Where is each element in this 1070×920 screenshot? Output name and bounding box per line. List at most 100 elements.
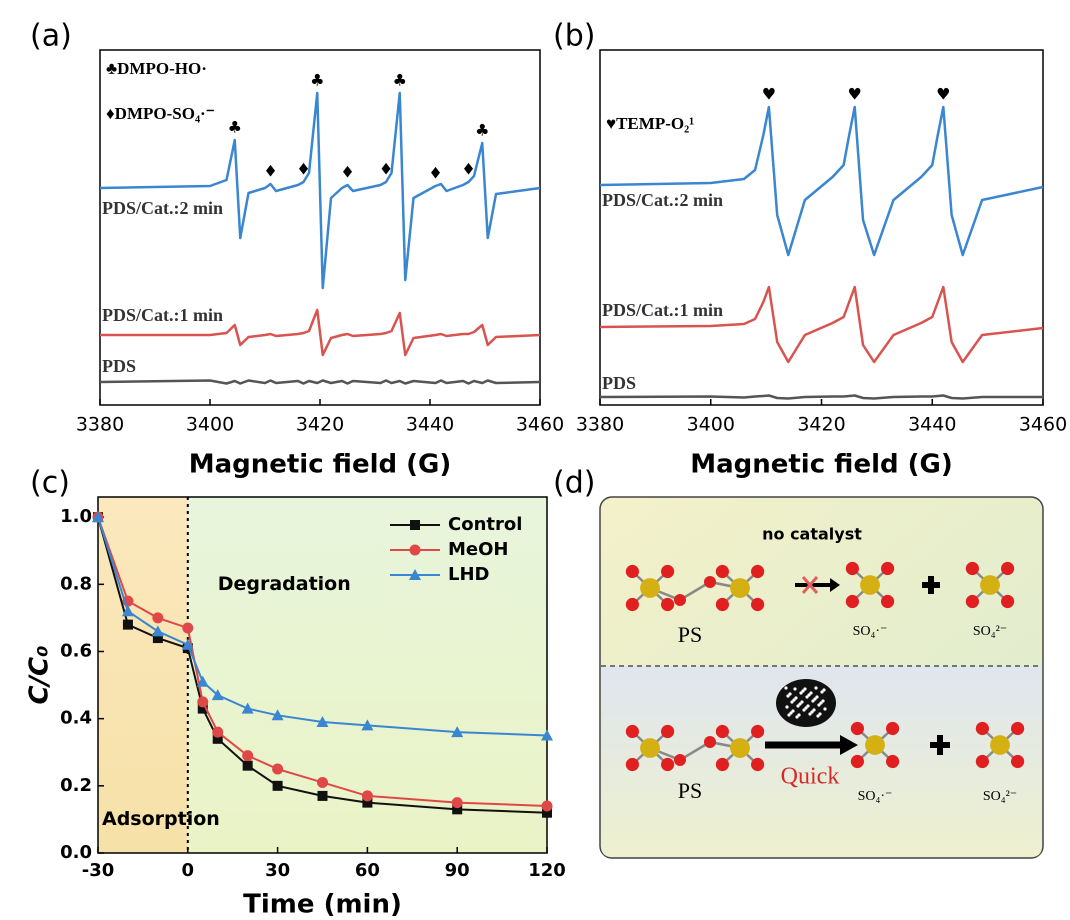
oxygen	[751, 757, 765, 772]
oxygen	[715, 564, 730, 579]
catalyst-dot	[823, 707, 827, 711]
legend-label: MeOH	[448, 539, 509, 560]
catalyst-dot	[818, 712, 822, 716]
x-tick-label: 90	[445, 860, 470, 881]
marker	[197, 696, 209, 708]
catalyst-dot	[786, 694, 790, 698]
catalyst-dot	[807, 693, 811, 697]
series-label: PDS/Cat.:2 min	[102, 198, 223, 218]
peak-marker: ♣	[475, 121, 489, 140]
series-label: PDS	[102, 356, 136, 376]
oxygen	[625, 724, 640, 739]
catalyst-dot	[817, 703, 821, 707]
catalyst-dot	[792, 698, 796, 702]
oxygen	[886, 754, 900, 769]
catalyst-dot	[822, 688, 826, 692]
oxygen	[850, 721, 865, 736]
marker	[212, 733, 223, 744]
caption: Quick	[781, 764, 840, 790]
x-tick-label: -30	[82, 860, 115, 881]
marker	[361, 719, 374, 731]
catalyst-dot	[800, 700, 804, 704]
oxygen	[751, 597, 765, 612]
x-axis-label: Magnetic field (G)	[189, 450, 452, 480]
catalyst-dot	[793, 687, 797, 691]
oxygen	[661, 597, 675, 612]
adsorption-region	[98, 497, 188, 853]
catalyst-dot	[802, 708, 806, 712]
annotation: Adsorption	[102, 808, 220, 830]
peak-marker: ♦	[263, 162, 277, 181]
x-tick-label: 3460	[1019, 414, 1067, 436]
x-tick-label: 120	[528, 860, 566, 881]
catalyst-dot	[801, 689, 805, 693]
marker	[181, 638, 194, 650]
catalyst-dot	[794, 696, 798, 700]
catalyst-dot	[811, 699, 815, 703]
product: SO₄·⁻	[853, 624, 888, 639]
y-tick-label: 0.2	[60, 775, 92, 796]
peak-marker: ♣	[228, 118, 242, 137]
oxygen	[1011, 754, 1025, 769]
marker	[121, 605, 134, 617]
oxygen	[715, 757, 730, 772]
catalyst-dot	[810, 710, 814, 714]
catalyst-dot	[819, 701, 823, 705]
catalyst-dot	[798, 702, 802, 706]
peak-marker: ♣	[393, 71, 407, 90]
marker	[451, 726, 464, 738]
marker	[242, 750, 254, 762]
catalyst-dot	[796, 704, 800, 708]
catalyst-dot	[788, 692, 792, 696]
panel-d: (d) no catalyst PS SO₄·⁻ SO₄²⁻ PS Quick …	[553, 466, 1044, 859]
peak-marker: ♦	[428, 164, 442, 183]
x-tick-label: 3420	[797, 414, 845, 436]
catalyst-dot	[808, 712, 812, 716]
marker	[541, 729, 553, 741]
x-tick-label: 3380	[576, 414, 624, 436]
product: SO₄²⁻	[973, 624, 1007, 639]
arrow-head	[830, 578, 840, 592]
catalyst-dot	[806, 704, 810, 708]
marker	[151, 625, 164, 637]
oxygen	[625, 757, 640, 772]
oxygen	[625, 564, 640, 579]
plus	[930, 735, 950, 755]
marker	[196, 675, 209, 687]
catalyst-dot	[791, 709, 795, 713]
sulfur	[860, 575, 880, 595]
plus	[922, 576, 940, 594]
y-tick-label: 0.8	[60, 573, 92, 594]
axes-frame	[599, 49, 1044, 406]
oxygen	[1001, 594, 1015, 609]
y-tick-label: 1.0	[60, 506, 92, 527]
peak-marker: ♥	[848, 85, 862, 104]
x-tick-label: 3380	[76, 414, 124, 436]
sulfur	[990, 735, 1010, 755]
series-label: PDS/Cat.:1 min	[602, 300, 723, 320]
oxygen	[965, 594, 980, 609]
oxygen	[751, 564, 765, 579]
caption: no catalyst	[762, 525, 862, 544]
catalyst-dot	[799, 691, 803, 695]
oxygen	[1011, 721, 1025, 736]
spectrum	[99, 379, 541, 385]
oxygen	[674, 754, 686, 766]
marker	[317, 790, 328, 801]
marker	[197, 703, 208, 714]
oxygen	[1001, 561, 1015, 576]
bond	[649, 740, 741, 762]
legend-marker	[409, 569, 421, 580]
bond	[649, 580, 741, 602]
spectrum	[99, 91, 541, 290]
catalyst-dot	[814, 686, 818, 690]
panel-label: (c)	[30, 466, 70, 501]
marker	[152, 633, 163, 644]
marker	[182, 622, 194, 634]
marker	[152, 612, 164, 624]
catalyst-dot	[821, 699, 825, 703]
marker	[212, 726, 224, 738]
product: SO₄²⁻	[983, 789, 1017, 804]
